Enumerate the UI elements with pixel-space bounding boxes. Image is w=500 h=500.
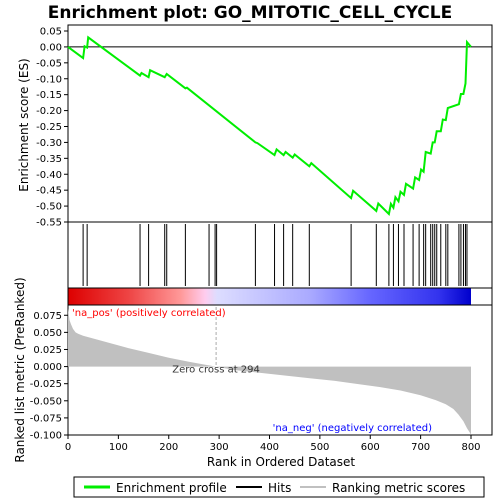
x-tick-label: 200 xyxy=(159,442,178,453)
metric-y-tick-label: -0.050 xyxy=(30,396,62,407)
x-tick-label: 500 xyxy=(310,442,329,453)
metric-y-tick-label: -0.100 xyxy=(30,431,62,442)
es-y-tick-label: -0.15 xyxy=(36,90,62,101)
zero-cross-label: Zero cross at 294 xyxy=(172,365,260,376)
rank-color-bar xyxy=(67,287,493,306)
x-tick-label: 400 xyxy=(260,442,279,453)
x-tick-label: 300 xyxy=(210,442,229,453)
metric-y-tick-label: 0.050 xyxy=(33,328,62,339)
positive-correlated-label: 'na_pos' (positively correlated) xyxy=(72,308,226,319)
x-ticks: 0 100 200 300 400 500 600 700 800 xyxy=(65,435,481,453)
metric-y-tick-label: -0.025 xyxy=(30,379,62,390)
rank-gradient xyxy=(68,288,471,305)
enrichment-profile-line xyxy=(67,35,472,217)
es-y-tick-label: -0.45 xyxy=(36,186,62,197)
ranking-metric-area xyxy=(68,308,471,435)
x-tick-label: 0 xyxy=(65,442,71,453)
es-y-tick-label: -0.50 xyxy=(36,202,62,213)
hit-lines xyxy=(82,224,468,286)
metric-y-tick-label: 0.025 xyxy=(33,345,62,356)
es-y-tick-label: -0.40 xyxy=(36,170,62,181)
es-y-ticks: 0.05 0.00 -0.05 -0.10 -0.15 -0.20 -0.25 -0.30 -0… xyxy=(36,27,68,229)
legend-hits-label: Hits xyxy=(268,481,291,495)
es-y-tick-label: -0.35 xyxy=(36,154,62,165)
es-y-tick-label: 0.00 xyxy=(40,42,62,53)
legend-metric-label: Ranking metric scores xyxy=(332,481,465,495)
x-axis-label: Rank in Ordered Dataset xyxy=(207,455,355,469)
es-y-tick-label: -0.30 xyxy=(36,138,62,149)
legend-enrichment-label: Enrichment profile xyxy=(116,481,227,495)
es-y-tick-label: -0.10 xyxy=(36,74,62,85)
es-y-tick-label: -0.55 xyxy=(36,218,62,229)
x-tick-label: 100 xyxy=(109,442,128,453)
es-y-axis-label: Enrichment score (ES) xyxy=(17,58,31,191)
x-tick-label: 600 xyxy=(361,442,380,453)
legend-box xyxy=(73,476,485,498)
metric-y-ticks: 0.075 0.050 0.025 0.000 -0.025 -0.050 -0.075 -0… xyxy=(30,311,68,442)
es-y-tick-label: -0.25 xyxy=(36,122,62,133)
hits-panel xyxy=(67,221,493,289)
x-tick-label: 800 xyxy=(461,442,480,453)
x-tick-label: 700 xyxy=(411,442,430,453)
es-plot-frame xyxy=(67,24,493,223)
metric-y-tick-label: 0.075 xyxy=(33,311,62,322)
chart-title: Enrichment plot: GO_MITOTIC_CELL_CYCLE xyxy=(48,3,452,23)
metric-panel: Zero cross at 294 'na_pos' (positively c… xyxy=(13,277,493,463)
negative-correlated-label: 'na_neg' (negatively correlated) xyxy=(273,423,432,434)
es-y-tick-label: -0.20 xyxy=(36,106,62,117)
metric-y-tick-label: 0.000 xyxy=(33,362,62,373)
metric-y-axis-label: Ranked list metric (PreRanked) xyxy=(13,277,27,462)
legend: Enrichment profile Hits Ranking metric s… xyxy=(73,476,485,498)
es-y-tick-label: 0.05 xyxy=(40,27,62,38)
metric-y-tick-label: -0.075 xyxy=(30,413,62,424)
es-panel: 0.05 0.00 -0.05 -0.10 -0.15 -0.20 -0.25 -0.30 -0… xyxy=(17,24,493,229)
es-y-tick-label: -0.05 xyxy=(36,58,62,69)
hits-frame xyxy=(67,221,493,289)
